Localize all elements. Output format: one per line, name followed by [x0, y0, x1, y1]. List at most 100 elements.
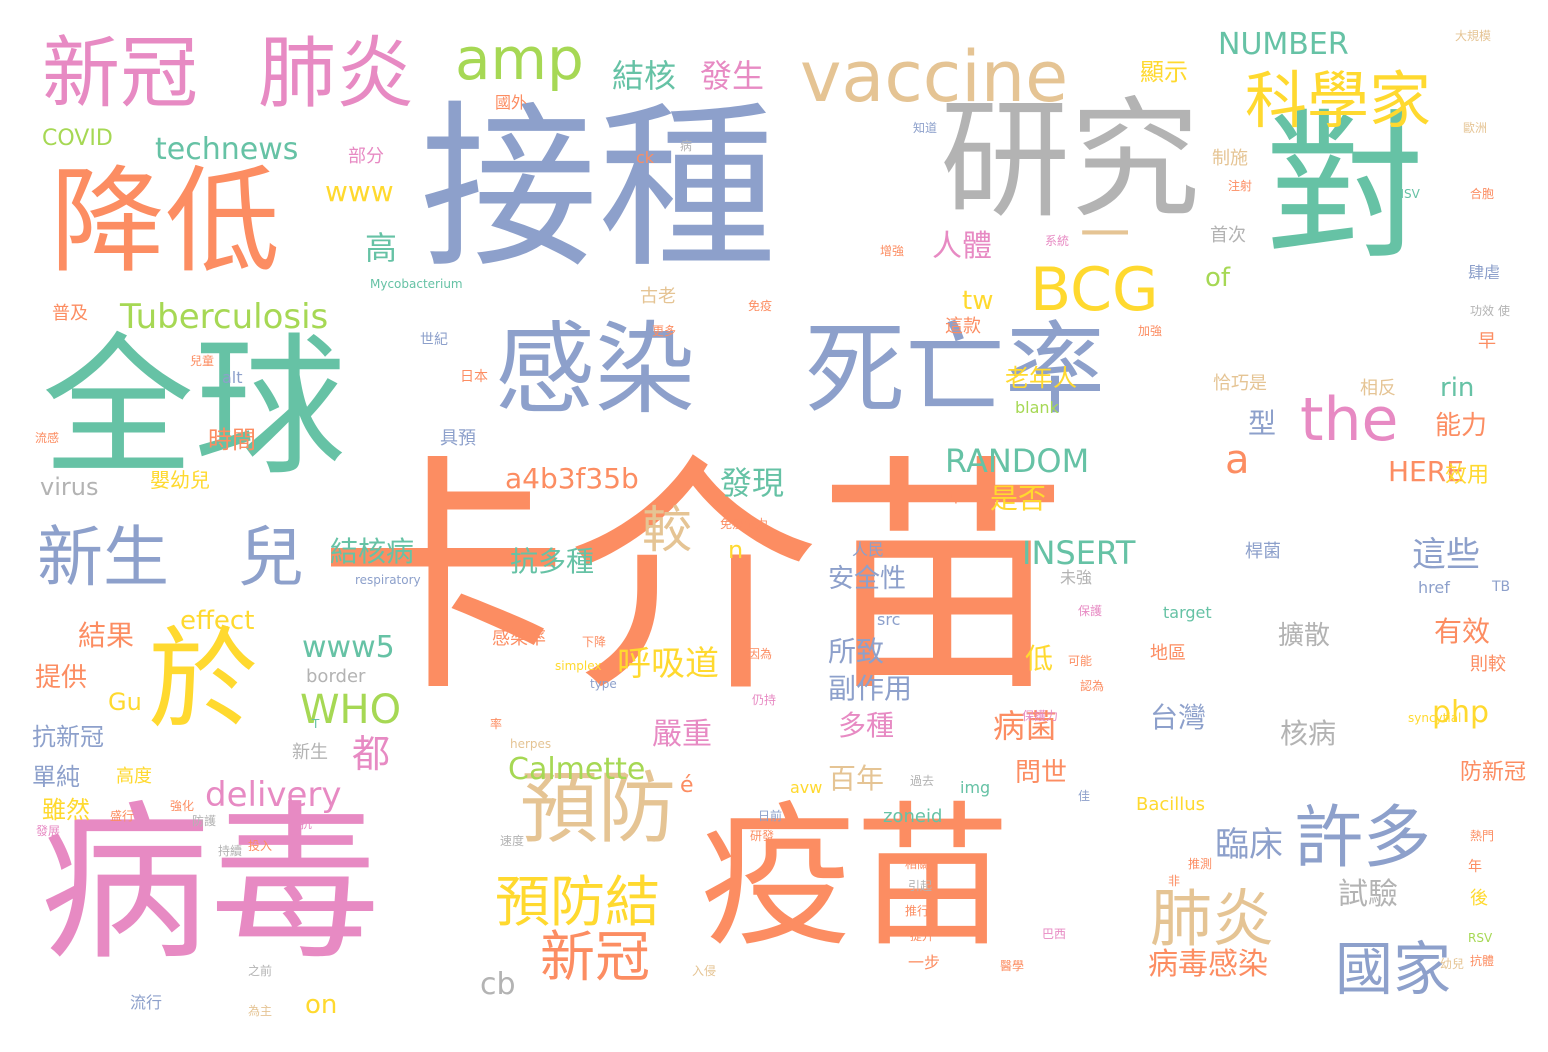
word-155: 提升: [910, 929, 935, 943]
word-139: 合胞: [1470, 187, 1495, 201]
word-150: 新生: [292, 742, 328, 763]
word-www-35: www: [325, 175, 394, 208]
word-9: 死亡率: [805, 311, 1105, 428]
word-151: 兒童: [190, 354, 215, 368]
word-133: 感染率: [492, 628, 546, 649]
word-tw-40: tw: [962, 286, 994, 316]
word-89: 高度: [116, 766, 152, 787]
word-62: 安全性: [828, 564, 907, 594]
word-74: 多種: [838, 709, 895, 742]
word-a-28: a: [1225, 437, 1250, 483]
word-85: 提供: [35, 663, 88, 693]
word-56: 抗多種: [510, 545, 595, 578]
word-effect-58: effect: [180, 606, 255, 636]
word-vaccine-13: vaccine: [800, 36, 1069, 118]
word-99: 效用: [1445, 463, 1490, 488]
word-37: 部分: [348, 146, 384, 167]
word-161: 免疫: [748, 299, 773, 313]
word-68: 核病: [1280, 717, 1337, 750]
word-67: 擴散: [1278, 621, 1331, 651]
word-66: 有效: [1434, 615, 1491, 648]
word-src-119: src: [877, 610, 901, 629]
word-8: 感染: [495, 311, 695, 428]
word-57: 結果: [78, 619, 135, 652]
word-156: 保護力: [1022, 709, 1059, 723]
word-162: 系統: [1045, 234, 1070, 248]
word-157: 率: [490, 717, 503, 731]
word-178: 投入: [248, 839, 273, 853]
word-avw-122: avw: [790, 778, 823, 797]
word-176: 過去: [910, 774, 935, 788]
word-hsv-126: HSV: [1395, 187, 1420, 201]
word-175: 保護: [1078, 604, 1103, 618]
word-21: 兒: [238, 519, 304, 596]
word-3: 疫苗: [700, 787, 1010, 968]
word-81: 試驗: [1338, 877, 1398, 912]
word-80: 臨床: [1215, 825, 1283, 865]
word-140: 肆虐: [1468, 263, 1501, 282]
word-virus-91: virus: [40, 473, 99, 501]
word-103: 世紀: [420, 332, 448, 348]
word-135: 知道: [913, 121, 938, 135]
word-97: 相反: [1360, 378, 1396, 399]
word-22: 許多: [1295, 799, 1432, 878]
word-covid-36: COVID: [42, 126, 113, 151]
word-55: 結核病: [330, 535, 415, 568]
word-27: 較: [642, 501, 692, 559]
word-92: 嬰幼兒: [150, 468, 210, 492]
word-94: 具預: [440, 428, 476, 449]
word-168: 防護: [192, 814, 217, 828]
word-amp-14: amp: [455, 25, 584, 93]
word-72: 都: [352, 732, 391, 776]
word-6: 研究: [940, 84, 1201, 236]
word-159: 仍持: [752, 693, 777, 707]
word-110: 國外: [495, 93, 528, 112]
word-137: 大規模: [1455, 29, 1492, 43]
word-75: 百年: [828, 762, 885, 795]
word-188: 研發: [750, 829, 775, 843]
word-cb-83: cb: [480, 967, 516, 1002]
word-the-17: the: [1300, 385, 1399, 455]
word-gu-88: Gu: [108, 688, 142, 716]
word-respiratory-124: respiratory: [355, 573, 421, 587]
word-rin-49: rin: [1440, 373, 1475, 403]
word-153: 因為: [748, 647, 773, 661]
word-189: 盛行: [110, 809, 135, 823]
word-img-120: img: [960, 778, 991, 797]
word-102: 早: [1478, 331, 1496, 352]
word-insert-52: INSERT: [1022, 534, 1136, 572]
word-144: 入侵: [692, 964, 717, 978]
word-tuberculosis-29: Tuberculosis: [120, 297, 329, 337]
word-24: 預防結: [495, 870, 661, 934]
word-0: 卡介苗: [318, 434, 1068, 725]
word-type-132: type: [590, 677, 617, 691]
word-63: 副作用: [828, 672, 913, 705]
word-107: 這款: [945, 316, 981, 337]
word-45: 時間: [208, 426, 256, 454]
word-a4b3f35b-43: a4b3f35b: [505, 462, 639, 495]
word-109: 制施: [1212, 148, 1248, 169]
word-179: 醫學: [1000, 959, 1025, 973]
word-138: 注射: [1228, 179, 1253, 193]
word-10: 於: [148, 616, 258, 744]
word-101: 則較: [1470, 654, 1506, 675]
word-164: 功效: [1470, 304, 1495, 318]
word-39: 人體: [932, 229, 992, 264]
word-tb-115: TB: [1492, 579, 1511, 595]
word-111: 人民: [852, 540, 885, 559]
word-82: 病毒感染: [1148, 947, 1268, 982]
word-73: 嚴重: [652, 717, 712, 752]
word-187: 抗體: [1470, 954, 1495, 968]
word-128: 流行: [130, 993, 163, 1012]
word-96: 恰巧是: [1213, 373, 1267, 394]
word-31: 結核: [612, 57, 677, 95]
word-11: 新冠: [42, 29, 199, 119]
word-185: 非: [1168, 874, 1181, 888]
word-18: 一: [1080, 206, 1130, 264]
word-160: 增強: [880, 244, 905, 258]
word-95: 一年: [928, 486, 964, 507]
word-143: 一步: [908, 953, 941, 972]
word-53: 這些: [1412, 535, 1480, 575]
word-25: 新冠: [540, 925, 651, 989]
word-7: 降低: [50, 155, 281, 289]
